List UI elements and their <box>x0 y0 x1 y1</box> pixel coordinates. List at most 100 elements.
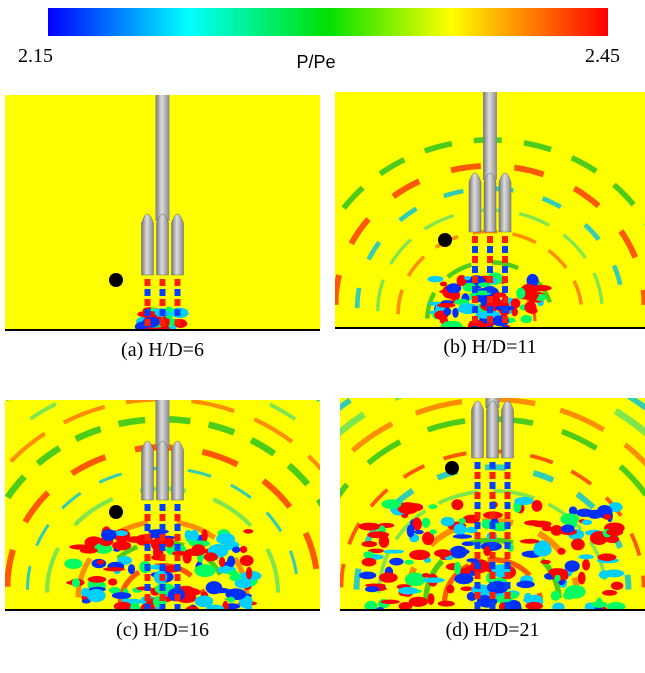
plume <box>490 492 496 499</box>
plume <box>145 554 151 561</box>
plume <box>505 582 511 589</box>
blob <box>363 551 374 558</box>
blob <box>407 524 415 537</box>
panel <box>311 90 645 335</box>
plume <box>490 552 496 559</box>
plume <box>487 306 493 313</box>
blob <box>427 276 443 282</box>
blob <box>557 548 565 555</box>
blob <box>232 547 240 553</box>
booster <box>172 214 184 275</box>
blob <box>521 315 533 323</box>
plume <box>505 542 511 549</box>
blob <box>87 589 106 602</box>
plume <box>502 246 508 253</box>
blob <box>235 579 252 589</box>
blob <box>565 585 586 599</box>
blob <box>414 530 423 534</box>
blob <box>582 559 590 570</box>
plume <box>502 316 508 323</box>
blob <box>148 529 169 534</box>
plume <box>175 319 181 326</box>
plume <box>160 594 166 601</box>
blob <box>524 301 536 313</box>
blob <box>108 578 117 585</box>
blob <box>462 541 475 546</box>
plume <box>145 544 151 551</box>
blob <box>389 558 403 566</box>
blob <box>359 572 376 580</box>
plume <box>475 582 481 589</box>
colorbar-label: P/Pe <box>296 52 335 72</box>
blob <box>101 529 116 541</box>
blob <box>206 605 224 613</box>
blob <box>531 285 552 291</box>
plume <box>472 266 478 273</box>
plume <box>490 502 496 509</box>
blob <box>227 556 235 568</box>
plume <box>145 594 151 601</box>
blob <box>447 585 455 594</box>
blob <box>609 603 619 614</box>
blob <box>606 528 623 536</box>
blob <box>127 536 145 543</box>
plume <box>487 256 493 263</box>
booster <box>499 173 511 232</box>
booster <box>469 173 481 232</box>
booster <box>172 441 184 500</box>
plume <box>487 246 493 253</box>
plume <box>145 564 151 571</box>
plume <box>505 512 511 519</box>
blob <box>591 601 607 608</box>
plume <box>160 574 166 581</box>
plume <box>472 276 478 283</box>
blob <box>192 544 206 553</box>
plume <box>175 534 181 541</box>
blob <box>240 555 254 566</box>
plume <box>490 542 496 549</box>
plume <box>487 286 493 293</box>
plume <box>145 319 151 326</box>
blob <box>440 282 447 287</box>
blob <box>434 549 452 557</box>
plume <box>505 492 511 499</box>
plume <box>160 289 166 296</box>
plume <box>505 562 511 569</box>
colorbar-max: 2.45 <box>585 45 620 67</box>
plume <box>175 279 181 286</box>
plume <box>175 544 181 551</box>
blob <box>599 571 609 579</box>
blob <box>459 518 466 524</box>
plume <box>160 299 166 306</box>
blob <box>453 534 472 538</box>
blob <box>454 573 473 584</box>
colorbar-min: 2.15 <box>18 45 53 67</box>
blob <box>551 591 561 601</box>
panel-caption: (d) H/D=21 <box>445 619 539 641</box>
blob <box>88 576 107 583</box>
plume <box>145 524 151 531</box>
blob <box>602 590 617 596</box>
plume <box>472 256 478 263</box>
plume <box>472 306 478 313</box>
plume <box>145 574 151 581</box>
blob <box>603 514 611 520</box>
panel-caption: (c) H/D=16 <box>116 619 209 641</box>
plume <box>145 289 151 296</box>
plume <box>475 482 481 489</box>
blob <box>520 539 539 544</box>
blob <box>115 530 128 536</box>
plume <box>475 472 481 479</box>
blob <box>450 546 467 559</box>
plume <box>160 584 166 591</box>
plume <box>472 286 478 293</box>
blob <box>578 572 586 585</box>
plume <box>487 276 493 283</box>
plume <box>175 584 181 591</box>
blob <box>444 308 452 316</box>
blob <box>464 276 470 280</box>
plume <box>175 514 181 521</box>
plume <box>502 266 508 273</box>
plume <box>475 602 481 609</box>
plume <box>475 592 481 599</box>
